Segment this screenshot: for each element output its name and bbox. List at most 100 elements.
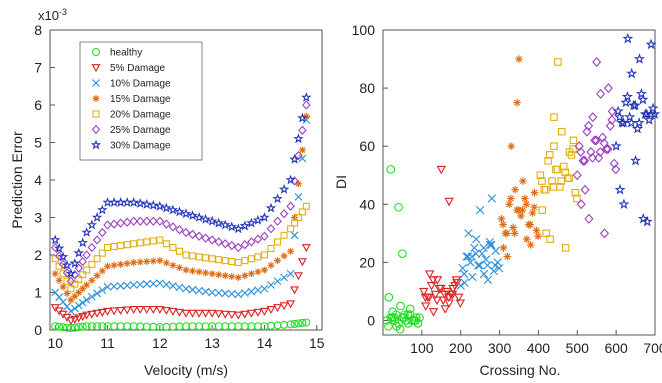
data-point (456, 281, 465, 290)
data-point (195, 286, 203, 295)
data-point (53, 242, 65, 253)
legend-marker (91, 64, 101, 73)
data-point (499, 220, 507, 229)
data-point (388, 307, 398, 317)
data-point (626, 67, 638, 79)
left-x-tick-label: 12 (152, 335, 168, 351)
legend-label: 25% Damage (110, 125, 171, 136)
data-point (82, 250, 91, 260)
left-y-tick-label: 8 (34, 22, 42, 38)
data-point (55, 262, 63, 270)
plot-area-right (382, 29, 656, 336)
data-point (207, 235, 217, 245)
data-point (565, 148, 574, 156)
data-point (580, 155, 590, 166)
data-point (290, 176, 299, 186)
data-point (528, 209, 537, 217)
data-point (123, 281, 132, 290)
data-point (220, 310, 230, 319)
data-point (534, 232, 542, 241)
data-point (59, 323, 68, 332)
data-point (290, 231, 299, 240)
data-point (246, 309, 256, 318)
data-point (389, 313, 399, 322)
data-point (240, 240, 250, 250)
data-point (614, 183, 626, 195)
data-point (54, 251, 64, 261)
data-point (254, 253, 262, 261)
data-point (142, 216, 152, 226)
data-point (647, 102, 659, 114)
data-point (440, 305, 450, 314)
data-point (272, 193, 283, 204)
series-diamond (572, 56, 621, 239)
right-x-axis-title: Crossing No. (480, 362, 561, 378)
data-point (507, 194, 515, 203)
data-point (70, 315, 80, 324)
data-point (629, 99, 641, 111)
data-point (426, 282, 437, 291)
legend-marker (92, 95, 100, 102)
data-point (556, 183, 564, 191)
data-point (612, 105, 624, 117)
right-y-tick-label: 20 (359, 254, 375, 270)
data-point (444, 197, 454, 207)
data-point (98, 249, 106, 257)
data-point (279, 302, 289, 311)
data-point (74, 323, 83, 332)
data-point (511, 185, 519, 194)
data-point (143, 238, 151, 246)
data-point (266, 306, 276, 315)
data-point (193, 212, 205, 222)
left-x-tick-label: 11 (100, 335, 115, 351)
data-point (392, 321, 401, 331)
data-point (287, 247, 295, 255)
data-point (624, 111, 636, 122)
data-point (247, 287, 256, 296)
left-y-tick-label: 2 (34, 247, 42, 263)
data-point (221, 289, 230, 298)
left-y-tick-label: 4 (34, 172, 42, 188)
data-point (154, 200, 166, 211)
data-point (421, 302, 431, 311)
data-point (298, 208, 306, 216)
data-point (110, 243, 118, 251)
data-point (463, 252, 473, 261)
data-point (201, 309, 211, 318)
chart-di: 100 200 300 400 500 600 700 0 20 40 60 80 100 Crossi… (333, 22, 662, 378)
left-y-tick-label: 3 (34, 210, 42, 226)
data-point (419, 287, 429, 297)
series-star (610, 32, 661, 227)
data-point (81, 227, 92, 237)
series-square (536, 58, 581, 252)
data-point (286, 201, 295, 211)
data-point (55, 276, 63, 284)
data-point (542, 185, 550, 194)
data-point (189, 252, 197, 260)
data-point (188, 229, 197, 240)
data-point (603, 144, 613, 155)
data-point (123, 241, 131, 249)
data-point (82, 296, 91, 304)
data-point (156, 236, 164, 244)
data-point (594, 152, 604, 163)
data-point (398, 249, 407, 259)
right-x-tick-label: 700 (643, 340, 662, 356)
data-point (286, 320, 295, 329)
data-point (87, 292, 96, 301)
data-point (116, 218, 125, 228)
data-point (93, 255, 101, 263)
data-point (454, 293, 464, 303)
data-point (103, 282, 112, 291)
data-point (515, 55, 523, 63)
series-asterisk (497, 55, 542, 261)
data-point (83, 281, 91, 289)
data-point (161, 202, 172, 213)
right-x-tick-label: 500 (566, 340, 590, 356)
data-point (507, 142, 516, 150)
data-point (384, 321, 393, 331)
left-y-tick-label: 7 (34, 60, 42, 76)
left-x-tick-label: 10 (47, 335, 63, 351)
data-point (66, 276, 76, 286)
data-point (548, 177, 556, 185)
